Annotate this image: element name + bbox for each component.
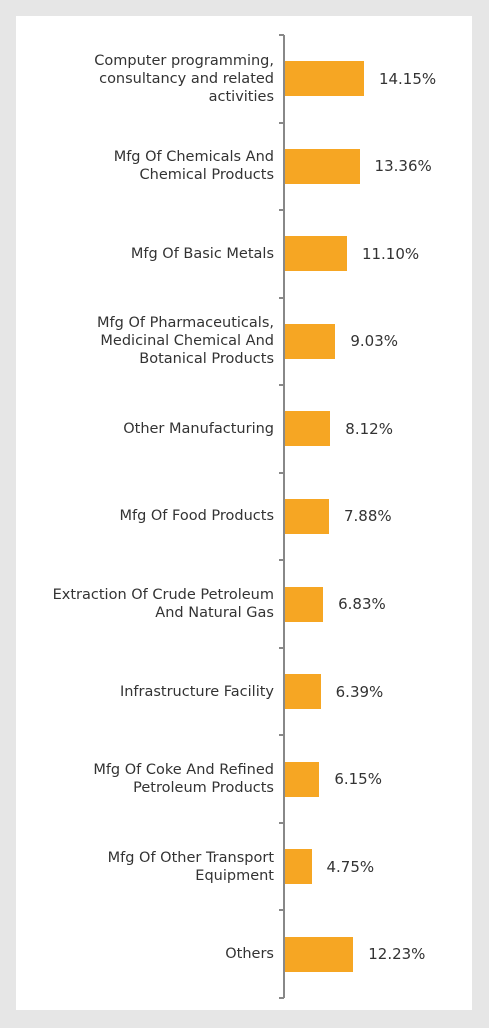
- value-label: 9.03%: [350, 332, 399, 351]
- category-label: Others: [225, 946, 274, 963]
- category-label: Mfg Of Food Products: [119, 508, 274, 525]
- category-label: Mfg Of Other Transport Equipment: [107, 849, 274, 884]
- axis-tick: [279, 646, 284, 649]
- category-label: Mfg Of Coke And Refined Petroleum Produc…: [93, 762, 274, 797]
- bar: [285, 61, 364, 97]
- category-label: Infrastructure Facility: [119, 683, 274, 700]
- axis-tick: [279, 909, 284, 912]
- value-label: 6.39%: [335, 682, 384, 701]
- category-label: Computer programming, consultancy and re…: [94, 52, 274, 105]
- chart-panel: [16, 16, 472, 1010]
- value-label: 4.75%: [326, 857, 375, 876]
- axis-tick: [279, 296, 284, 299]
- bar: [285, 323, 336, 359]
- value-label: 11.10%: [361, 244, 420, 263]
- axis-tick: [279, 121, 284, 124]
- value-label: 8.12%: [345, 419, 393, 438]
- bar: [285, 411, 331, 447]
- value-label: 13.36%: [374, 157, 432, 176]
- axis-tick: [279, 384, 284, 387]
- value-label: 6.83%: [338, 595, 386, 614]
- axis-tick: [279, 821, 284, 824]
- category-label: Mfg Of Chemicals And Chemical Products: [113, 149, 274, 184]
- value-label: 6.15%: [334, 770, 382, 789]
- category-label: Mfg Of Pharmaceuticals, Medicinal Chemic…: [97, 315, 274, 368]
- bar: [285, 586, 324, 622]
- axis-tick: [279, 559, 284, 562]
- bar: [285, 148, 360, 184]
- value-label: 7.88%: [343, 507, 392, 526]
- axis-tick: [279, 734, 284, 737]
- axis-tick: [279, 209, 284, 212]
- bar: [285, 674, 321, 710]
- bar: [285, 761, 320, 797]
- axis-line: [283, 35, 285, 998]
- bar: [285, 849, 312, 885]
- category-label: Other Manufacturing: [123, 420, 274, 437]
- axis-tick: [279, 471, 284, 474]
- bar: [285, 499, 329, 534]
- axis-tick: [279, 997, 284, 999]
- value-label: 14.15%: [378, 69, 437, 88]
- category-label: Extraction Of Crude Petroleum And Natura…: [52, 587, 274, 622]
- axis-tick: [279, 34, 284, 36]
- value-label: 12.23%: [368, 945, 426, 964]
- category-label: Mfg Of Basic Metals: [130, 245, 274, 262]
- bar: [285, 936, 354, 972]
- bar: [285, 236, 347, 272]
